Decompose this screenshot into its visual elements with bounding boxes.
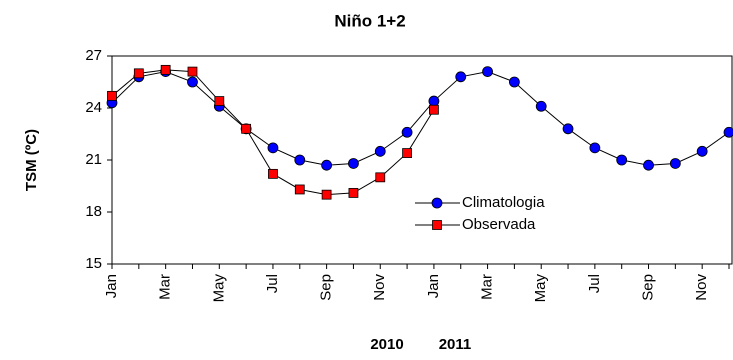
data-point	[160, 64, 171, 75]
data-point	[429, 104, 439, 115]
year-label: 2011	[439, 336, 472, 353]
y-tick-label: 18	[85, 203, 102, 220]
y-axis-label: TSM (ºC)	[23, 129, 40, 191]
data-point	[348, 188, 359, 198]
legend-label: Observada	[462, 216, 536, 233]
data-point	[268, 168, 278, 179]
x-tick-label: Sep	[318, 274, 335, 301]
y-tick-label: 21	[85, 151, 102, 168]
data-point	[187, 76, 198, 88]
data-point	[562, 123, 574, 135]
data-point	[321, 159, 333, 171]
data-point	[723, 126, 733, 138]
data-point	[696, 145, 708, 157]
y-tick-label: 27	[85, 47, 102, 64]
series-line	[111, 71, 730, 166]
data-point	[482, 66, 493, 77]
x-tick-label: Sep	[639, 274, 656, 301]
x-tick-label: Nov	[693, 274, 710, 301]
data-point	[107, 90, 117, 101]
data-point	[508, 76, 520, 88]
data-point	[455, 71, 467, 83]
data-point	[616, 154, 628, 166]
data-point	[589, 142, 601, 154]
y-tick-label: 24	[85, 99, 102, 116]
x-tick-label: Nov	[371, 274, 388, 301]
data-point	[375, 172, 386, 183]
data-point	[133, 68, 144, 79]
data-point	[294, 154, 306, 166]
x-tick-label: Jan	[425, 274, 442, 298]
data-point	[432, 220, 442, 230]
x-tick-label: Jul	[264, 274, 281, 293]
x-tick-label: May	[532, 274, 549, 303]
data-point	[241, 123, 252, 134]
x-tick-label: Jul	[586, 274, 603, 293]
data-point	[643, 159, 654, 171]
legend-label: Climatologia	[462, 194, 545, 211]
data-point	[669, 158, 681, 169]
data-point	[374, 145, 386, 157]
data-point	[535, 100, 547, 112]
year-label: 2010	[370, 336, 403, 353]
data-point	[321, 189, 332, 200]
data-point	[431, 197, 443, 209]
chart-title: Niño 1+2	[334, 11, 405, 30]
plot-frame	[111, 55, 733, 265]
data-point	[294, 184, 305, 195]
data-point	[187, 66, 198, 77]
data-point	[428, 95, 440, 107]
y-tick-label: 15	[85, 255, 102, 272]
data-point	[348, 158, 359, 169]
data-point	[402, 148, 412, 158]
x-tick-label: Mar	[479, 274, 496, 300]
data-point	[401, 126, 413, 138]
x-tick-label: Mar	[157, 274, 174, 300]
data-point	[267, 142, 279, 154]
x-tick-label: May	[210, 274, 227, 303]
data-point	[214, 96, 225, 106]
x-tick-label: Jan	[103, 274, 120, 298]
